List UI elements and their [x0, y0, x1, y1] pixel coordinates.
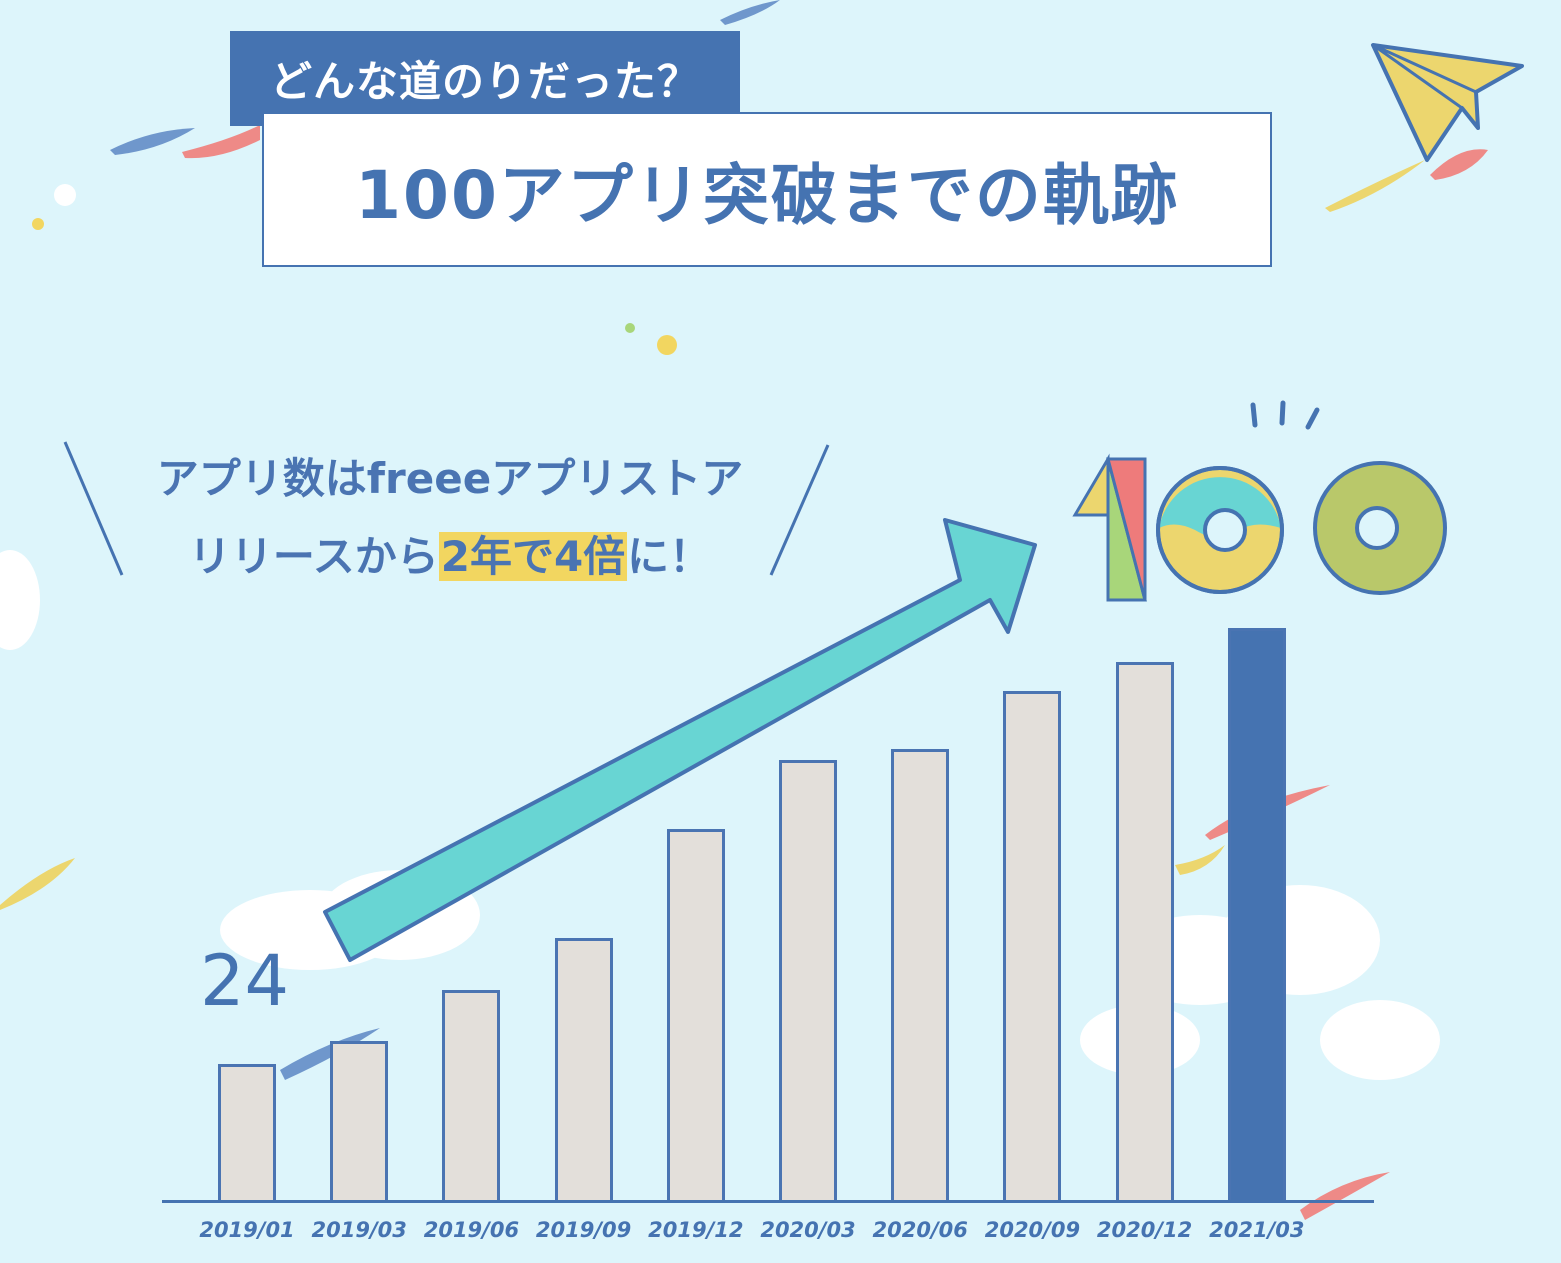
growth-arrow-icon	[323, 518, 1037, 962]
highlight-text: 2年で4倍	[438, 532, 628, 581]
bar-2019-03	[330, 1041, 389, 1202]
x-tick-label: 2021/03	[1209, 1218, 1305, 1242]
x-tick-label: 2019/12	[648, 1218, 744, 1242]
paper-plane-icon	[1371, 43, 1524, 162]
callout-text: アプリ数はfreeeアプリストア リリースから2年で4倍に！	[120, 440, 780, 596]
first-value-label: 24	[200, 940, 290, 1022]
bar-2020-06	[891, 748, 950, 1202]
x-tick-label: 2020/12	[1096, 1218, 1193, 1242]
page-title: 100アプリ突破までの軌跡	[262, 112, 1272, 267]
x-tick-label: 2019/01	[199, 1218, 295, 1242]
bar-2021-03	[1227, 628, 1286, 1202]
bar-2019-06	[442, 989, 501, 1202]
bar-2020-03	[779, 760, 837, 1202]
callout-line-1: アプリ数はfreeeアプリストア	[156, 454, 744, 503]
callout-slash-right	[769, 444, 830, 576]
x-tick-label: 2019/06	[423, 1218, 520, 1242]
bar-2019-09	[554, 937, 613, 1202]
bar-2019-12	[666, 828, 725, 1202]
callout-line-2: リリースから2年で4倍に！	[188, 532, 712, 581]
x-axis-line	[162, 1200, 1374, 1203]
x-tick-label: 2020/03	[760, 1218, 856, 1242]
x-tick-label: 2020/06	[872, 1218, 968, 1242]
hundred-badge-icon	[1072, 400, 1447, 602]
callout-slash-left	[63, 441, 124, 576]
x-tick-label: 2020/09	[984, 1218, 1081, 1242]
bar-2020-09	[1003, 691, 1062, 1202]
section-subtitle: どんな道のりだった？	[230, 31, 740, 126]
x-tick-label: 2019/03	[311, 1218, 407, 1242]
bar-2020-12	[1115, 662, 1174, 1202]
bar-2019-01	[218, 1064, 276, 1202]
x-tick-label: 2019/09	[535, 1218, 632, 1242]
